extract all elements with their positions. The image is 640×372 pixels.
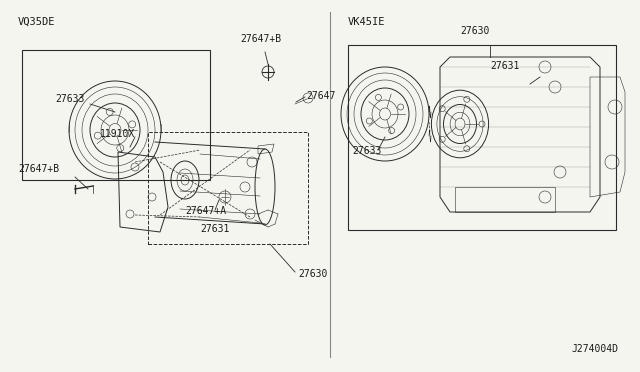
Text: 27633: 27633 (55, 94, 84, 104)
Text: J274004D: J274004D (571, 344, 618, 354)
Text: 27647+B: 27647+B (18, 164, 59, 174)
Bar (22, 50, 210, 180)
Text: 11910X: 11910X (100, 129, 135, 139)
Text: 27633: 27633 (352, 146, 381, 156)
Text: 27631: 27631 (200, 224, 229, 234)
Bar (348, 45, 616, 230)
Text: 27630: 27630 (298, 269, 328, 279)
Text: 27647: 27647 (306, 91, 335, 101)
Text: 27631: 27631 (490, 61, 520, 71)
Text: 27647+A: 27647+A (185, 206, 226, 216)
Text: VK45IE: VK45IE (348, 17, 385, 27)
Text: 27647+B: 27647+B (240, 34, 281, 44)
Bar (148, 132, 308, 244)
Text: 27630: 27630 (460, 26, 490, 36)
Text: VQ35DE: VQ35DE (18, 17, 56, 27)
